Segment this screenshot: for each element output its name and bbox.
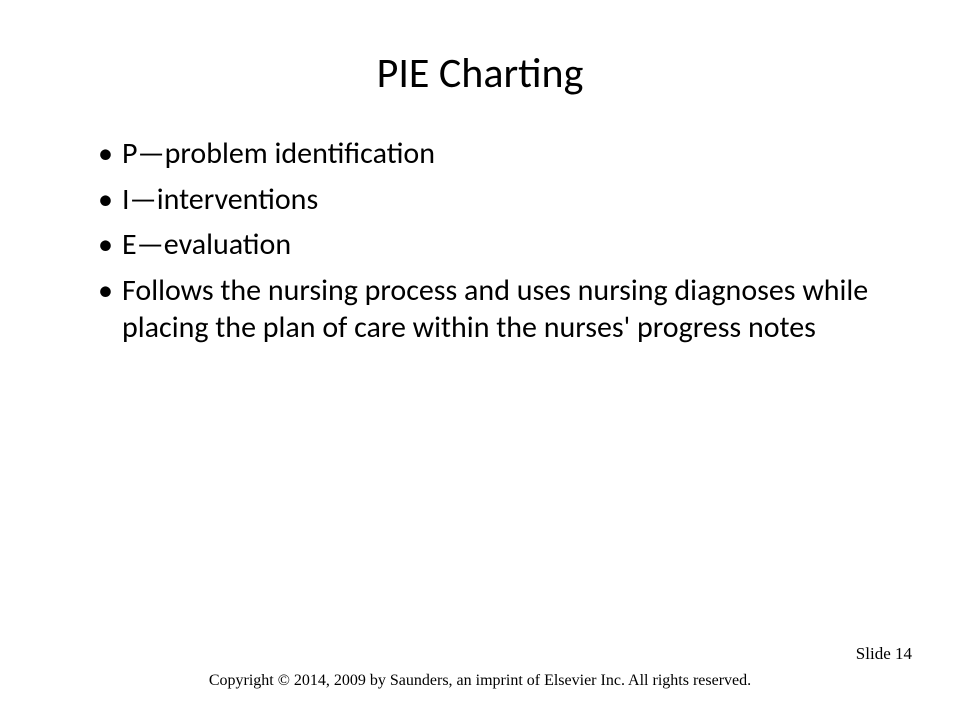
slide-number: Slide 14 <box>856 644 912 664</box>
slide-title: PIE Charting <box>70 48 890 99</box>
copyright-text: Copyright © 2014, 2009 by Saunders, an i… <box>0 672 960 690</box>
bullet-item: P—problem identification <box>98 135 890 173</box>
slide: PIE Charting P—problem identification I—… <box>0 0 960 720</box>
bullet-item: Follows the nursing process and uses nur… <box>98 272 890 347</box>
bullet-item: E—evaluation <box>98 226 890 264</box>
bullet-item: I—interventions <box>98 181 890 219</box>
bullet-list: P—problem identification I—interventions… <box>70 135 890 347</box>
